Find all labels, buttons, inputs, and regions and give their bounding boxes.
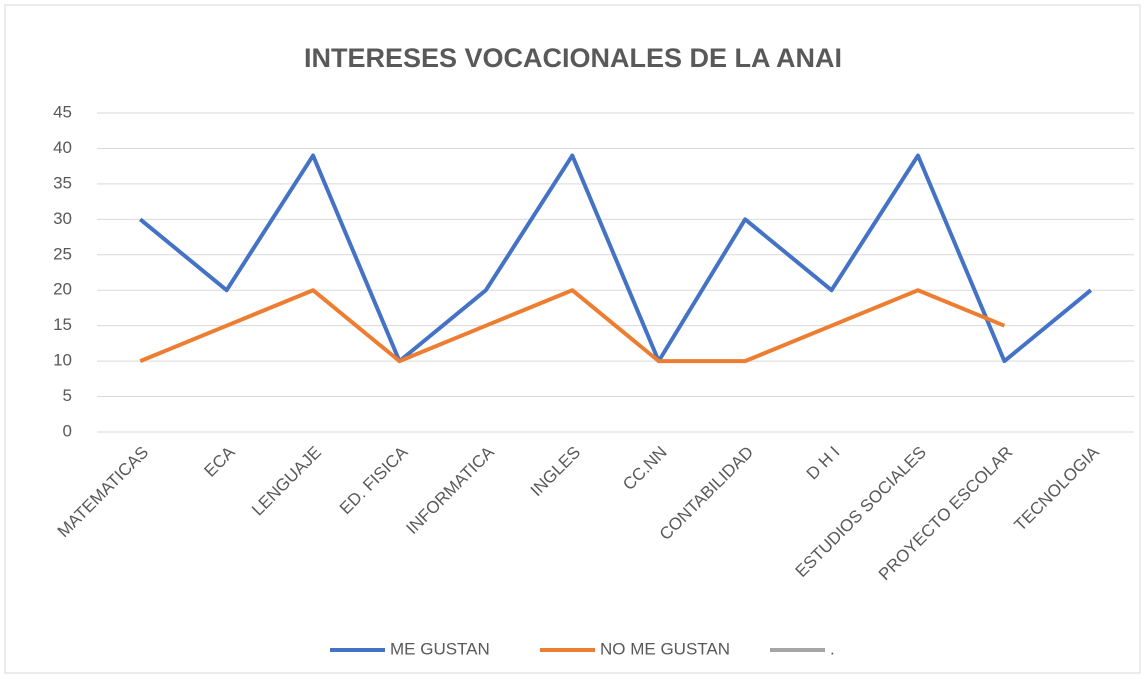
legend-label: . [830,639,835,658]
series-line [139,288,1006,364]
legend-label: ME GUSTAN [390,639,490,658]
y-tick-label: 25 [53,244,72,263]
legend-label: NO ME GUSTAN [600,639,730,658]
chart-border [4,4,1141,674]
y-tick-label: 15 [53,315,72,334]
y-tick-label: 5 [63,386,72,405]
chart-title: INTERESES VOCACIONALES DE LA ANAI [304,43,842,73]
y-tick-label: 30 [53,209,72,228]
y-tick-label: 40 [53,138,72,157]
y-tick-label: 35 [53,173,72,192]
y-tick-label: 10 [53,351,72,370]
y-tick-label: 20 [53,280,72,299]
y-tick-label: 0 [63,421,72,440]
y-tick-label: 45 [53,102,72,121]
series-line [138,153,1093,364]
